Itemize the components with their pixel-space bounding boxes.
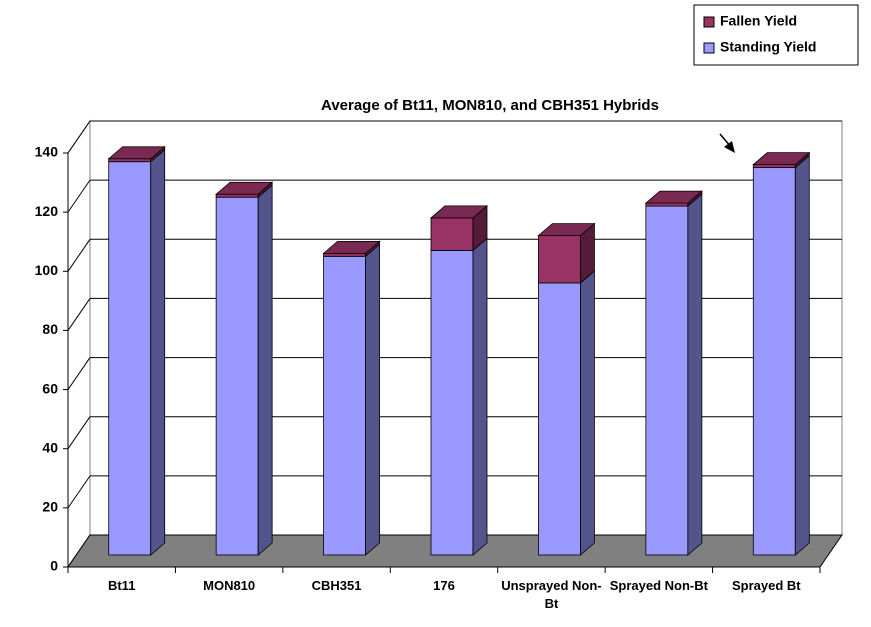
x-tick-label: MON810 [203,578,256,593]
side-grid-line [67,298,91,331]
bar-top [537,223,596,237]
bar-side [150,148,166,556]
legend-label: Fallen Yield [720,13,797,29]
bar-segment [323,252,366,257]
bar-segment [108,158,152,163]
bar-segment [752,164,796,169]
x-tick-label: Sprayed Non-Bt [609,578,708,593]
legend-box [693,4,859,66]
bar-segment [323,255,366,556]
bar-segment [215,193,259,198]
bar-segment [645,205,689,556]
side-grid-line [67,357,91,390]
bar-segment [538,235,581,284]
legend-swatch [703,16,715,28]
side-grid-line [67,475,91,509]
side-grid-line [67,179,91,213]
bar-segment [108,161,152,556]
bar-top [215,181,274,195]
y-tick-label: 80 [42,321,58,337]
bar-segment [538,282,581,556]
side-grid-line [67,120,91,154]
bar-side [257,184,273,556]
y-tick-label: 40 [42,439,58,455]
bar-side [472,237,488,556]
bar-top [644,190,703,204]
bar-side [687,193,703,556]
x-tick-label: 176 [433,578,455,593]
side-wall [67,119,91,569]
annotation: Average of Bt11, MON810, and CBH351 Hybr… [321,97,659,114]
bar-top [429,205,489,219]
x-tick-label: Unsprayed Non-Bt [501,578,602,611]
legend-label: Standing Yield [720,39,816,55]
y-tick-label: 0 [50,558,58,574]
side-grid-line [67,416,91,449]
y-tick-label: 120 [35,203,59,219]
x-tick-label: Bt11 [107,578,136,593]
bar-segment [430,217,474,251]
x-tick-label: Sprayed Bt [731,578,801,593]
annotation-arrowhead [724,141,735,153]
bar-side [794,154,810,556]
bar-top [752,152,811,166]
x-tick-label: CBH351 [311,578,362,593]
bar-segment [215,196,259,556]
bar-segment [645,202,689,207]
bar-segment [752,167,796,556]
bar-side [580,270,595,556]
bar-side [365,243,380,556]
bar-top [107,146,166,160]
side-grid-line [67,239,91,272]
bar-segment [430,250,474,556]
y-tick-label: 20 [42,499,58,515]
bar-top [322,240,381,254]
y-tick-label: 140 [35,144,59,160]
y-tick-label: 100 [35,262,59,278]
legend-swatch [703,42,715,54]
y-tick-label: 60 [42,380,58,396]
